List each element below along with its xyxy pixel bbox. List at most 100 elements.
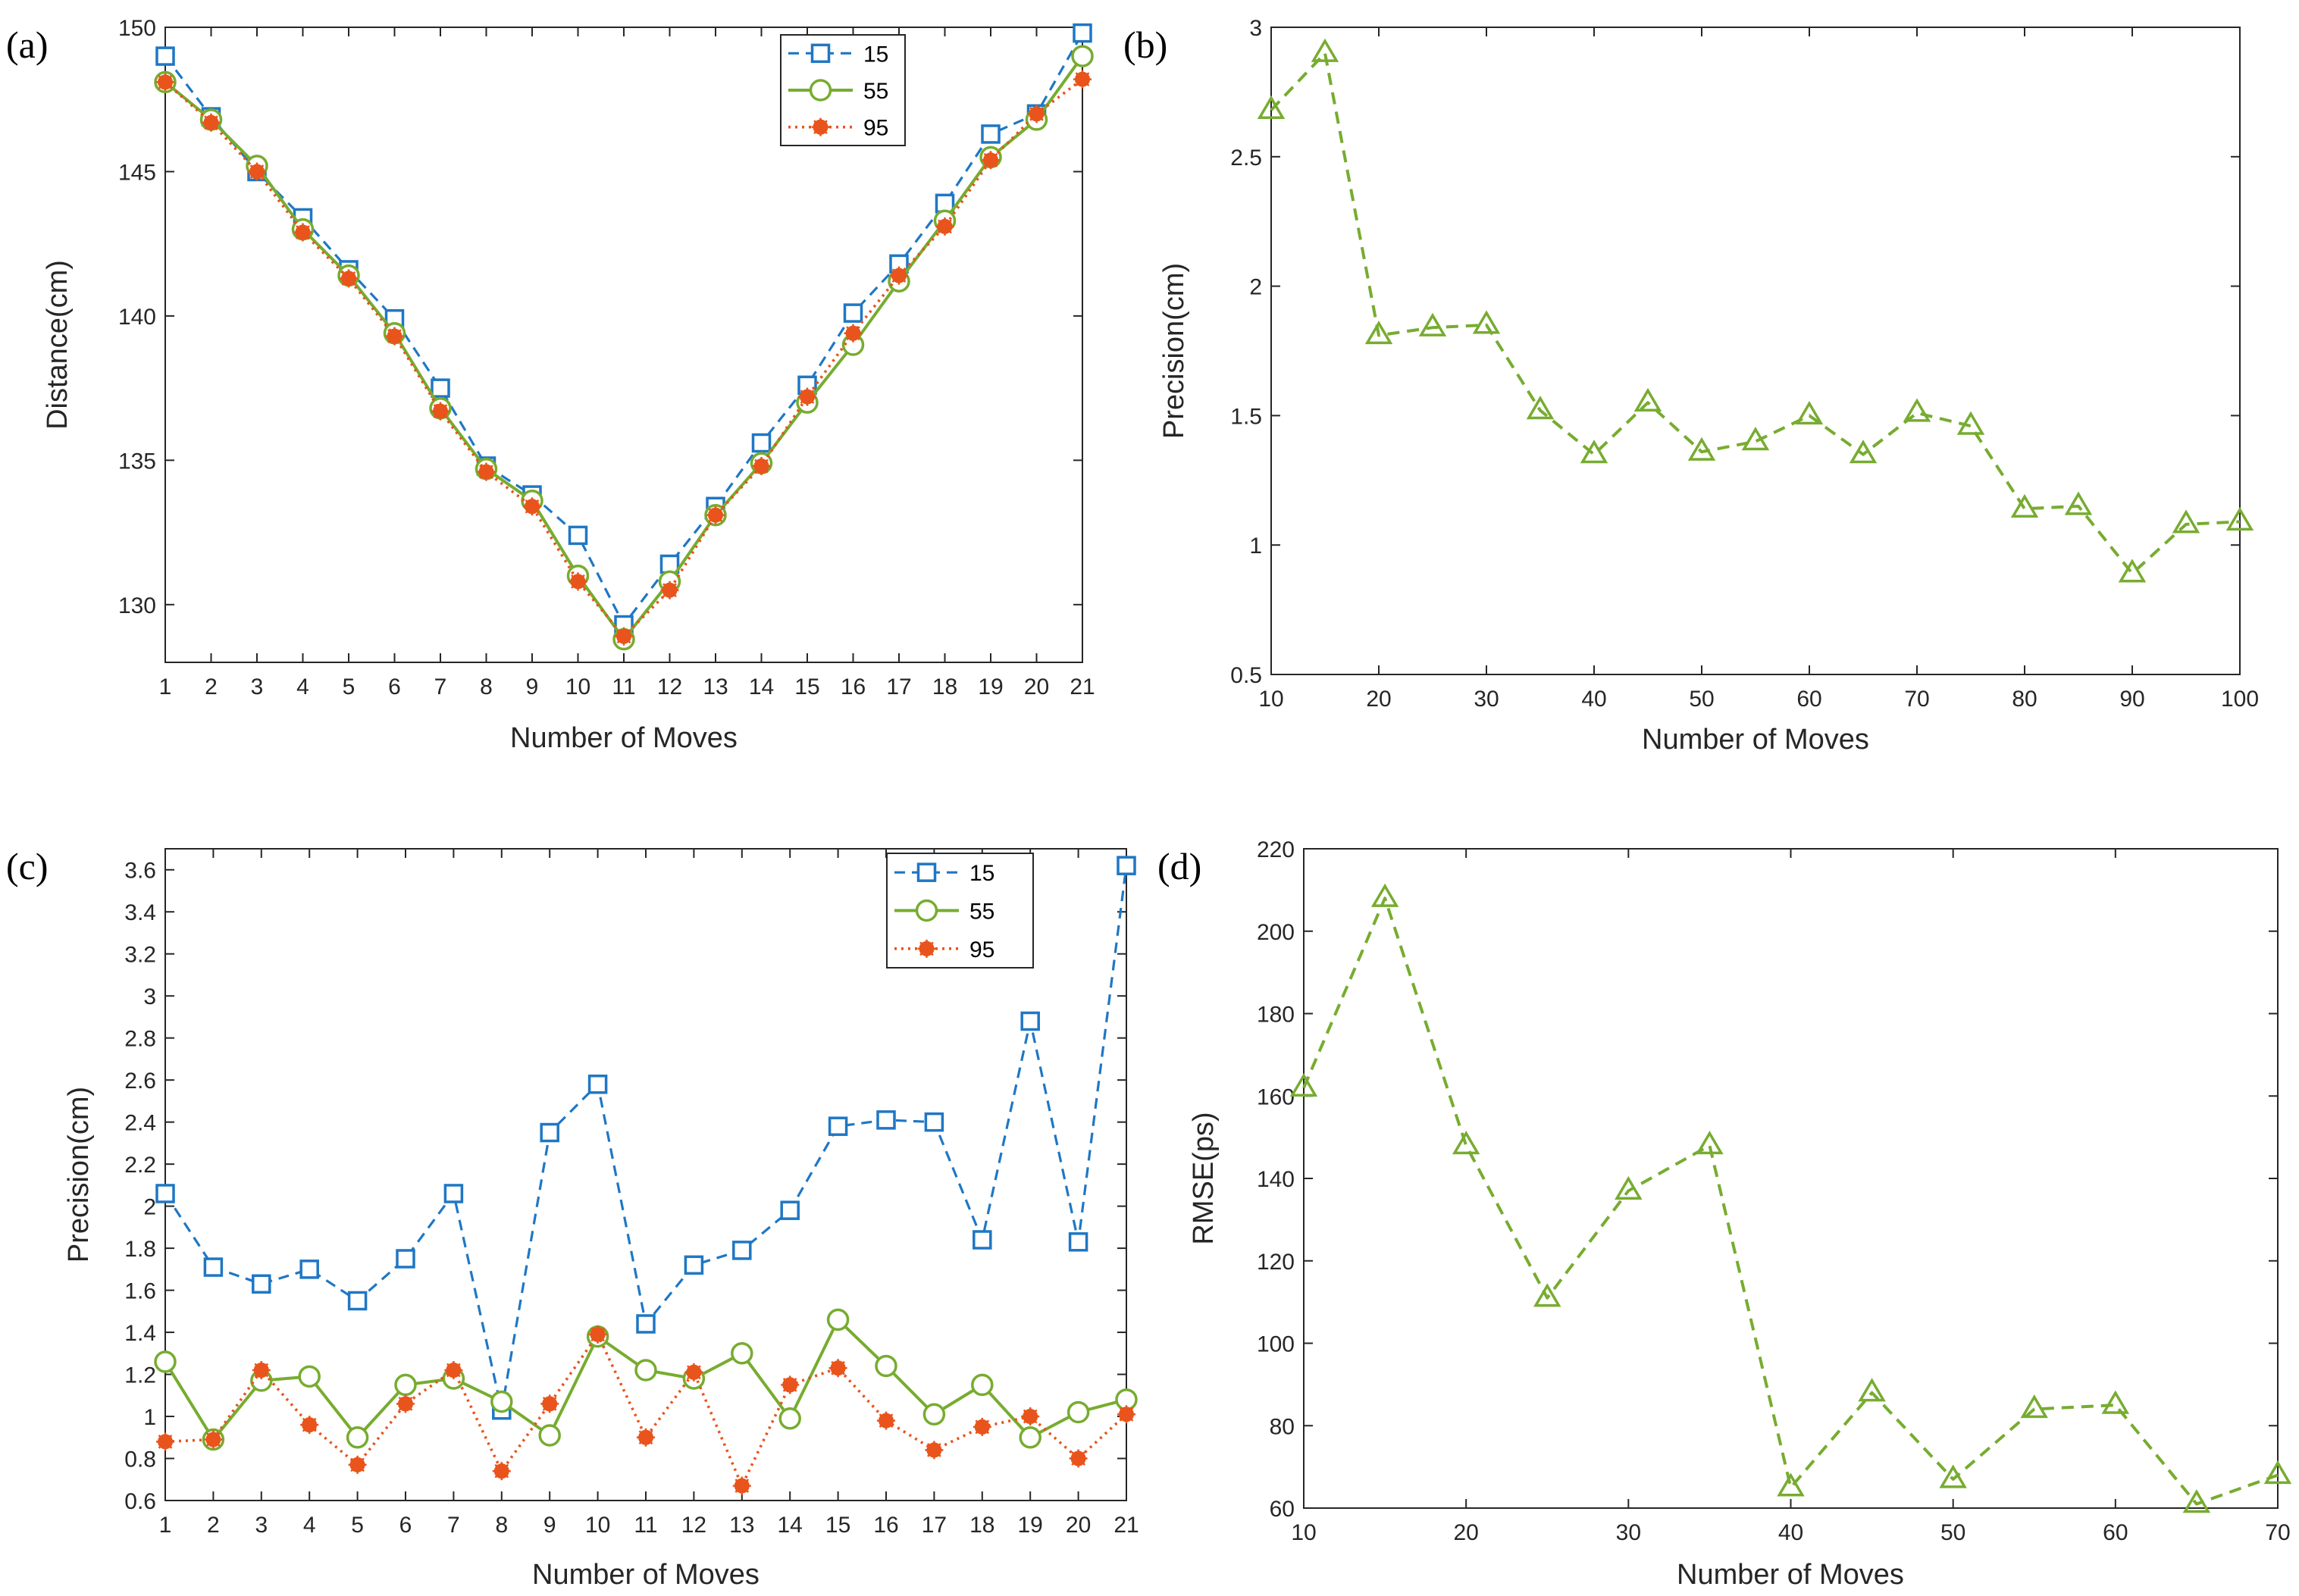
data-point (634, 1359, 657, 1382)
series-line (164, 1333, 1128, 1488)
panel-a: 1 2 3 4 5 6 7 8 9 10 11 12 13 14 15 16 17 18 19 20 211301351… (6, 16, 1095, 754)
data-point (1066, 1400, 1090, 1424)
y-tick-label: 130 (118, 593, 156, 618)
series-rmse (1289, 883, 2292, 1513)
y-tick-label: 3.6 (124, 859, 156, 884)
data-point-ray (398, 1397, 413, 1411)
legend: 15 55 95 (886, 853, 1034, 969)
data-point-ray (254, 1363, 269, 1378)
y-axis-label: RMSE(ps) (1188, 1112, 1220, 1244)
y-tick-label: 140 (1257, 1167, 1295, 1192)
y-tick-label: 120 (1257, 1250, 1295, 1275)
y-tick-label: 3 (1249, 16, 1262, 41)
data-point (1956, 411, 1985, 435)
data-point (1849, 440, 1878, 464)
data-point (1939, 1464, 1967, 1488)
x-tick-label: 3 (255, 1513, 268, 1538)
x-axis-label: Number of Moves (510, 722, 738, 754)
x-tick-label: 5 (343, 674, 355, 699)
y-tick-label: 180 (1257, 1003, 1295, 1028)
x-tick-label: 1 (159, 1513, 172, 1538)
data-point-ray (1023, 1409, 1038, 1424)
data-point (443, 1184, 464, 1203)
data-point (971, 1373, 994, 1397)
series-95 (156, 70, 1092, 646)
data-point (1311, 38, 1339, 62)
x-tick-label: 5 (351, 1513, 364, 1538)
series-line (1270, 52, 2241, 575)
data-point (155, 1184, 175, 1203)
series-line (164, 32, 1084, 627)
data-point (751, 433, 772, 453)
x-tick-label: 50 (1940, 1520, 1965, 1545)
x-tick-label: 12 (681, 1513, 706, 1538)
x-tick-label: 20 (1066, 1513, 1091, 1538)
y-axis-label: Precision(cm) (63, 1087, 95, 1263)
y-tick-label: 160 (1257, 1084, 1295, 1109)
legend-label: 95 (969, 937, 994, 962)
data-point (1452, 1131, 1480, 1155)
panel-b: 10 20 30 40 50 60 70 80 90 100 0.5 1 1.5 2 2.5 3 Number … (1123, 16, 2259, 756)
x-axis-label: Number of Moves (532, 1559, 760, 1591)
data-point-ray (433, 404, 448, 418)
data-point (1073, 23, 1092, 43)
plot-area (1270, 27, 2241, 675)
y-tick-label: 3.4 (124, 900, 156, 925)
data-point (828, 1116, 848, 1136)
data-point (2020, 1394, 2049, 1419)
data-point-ray (494, 1463, 509, 1479)
x-tick-label: 40 (1778, 1520, 1803, 1545)
x-tick-label: 10 (585, 1513, 610, 1538)
x-tick-label: 70 (1904, 687, 1929, 712)
data-point-ray (525, 499, 540, 514)
x-tick-label: 30 (1474, 687, 1499, 712)
data-point (154, 1350, 177, 1373)
data-point-ray (204, 115, 218, 130)
y-tick-label: 1.2 (124, 1363, 156, 1388)
legend-label: 95 (863, 116, 888, 141)
data-point-ray (879, 1413, 894, 1428)
panel-d: 10 20 30 40 50 60 70 60 80 100 120 140 160 180 200 220 N… (1157, 837, 2292, 1591)
data-point (876, 1110, 896, 1130)
data-point (1020, 1011, 1040, 1031)
data-point (659, 554, 680, 574)
data-point-ray (662, 583, 677, 598)
data-point (1633, 387, 1662, 412)
data-point (1289, 1072, 1318, 1097)
data-point (731, 1342, 753, 1365)
x-tick-label: 7 (434, 674, 447, 699)
data-point (1068, 1232, 1088, 1252)
y-tick-label: 80 (1270, 1414, 1295, 1439)
x-tick-label: 15 (794, 674, 819, 699)
legend-swatch-marker (810, 43, 831, 64)
x-tick-label: 2 (205, 674, 218, 699)
data-point-ray (638, 1430, 653, 1445)
y-tick-label: 150 (118, 16, 156, 41)
data-point-ray (479, 465, 493, 479)
data-point-ray (708, 508, 723, 523)
data-point-ray (158, 75, 173, 89)
x-tick-label: 1 (159, 674, 172, 699)
series-15 (155, 23, 1092, 635)
y-tick-label: 2.2 (124, 1153, 156, 1178)
y-tick-label: 60 (1270, 1497, 1295, 1522)
data-point-ray (846, 326, 860, 341)
data-point-ray (1075, 72, 1090, 86)
series-line (164, 55, 1084, 641)
x-tick-label: 2 (207, 1513, 220, 1538)
x-tick-label: 11 (634, 1513, 657, 1538)
data-point-ray (782, 1378, 797, 1392)
data-point-ray (542, 1397, 557, 1411)
x-tick-label: 15 (825, 1513, 850, 1538)
data-point (778, 1407, 801, 1430)
plot-area (1303, 848, 2279, 1509)
data-point-ray (350, 1457, 365, 1472)
data-point (394, 1373, 417, 1397)
y-tick-label: 220 (1257, 837, 1295, 862)
data-point-ray (983, 152, 998, 167)
data-point-ray (158, 1434, 173, 1449)
data-point (155, 46, 175, 66)
x-tick-label: 3 (251, 674, 264, 699)
plot-area (164, 27, 1083, 663)
data-point (252, 1274, 271, 1294)
